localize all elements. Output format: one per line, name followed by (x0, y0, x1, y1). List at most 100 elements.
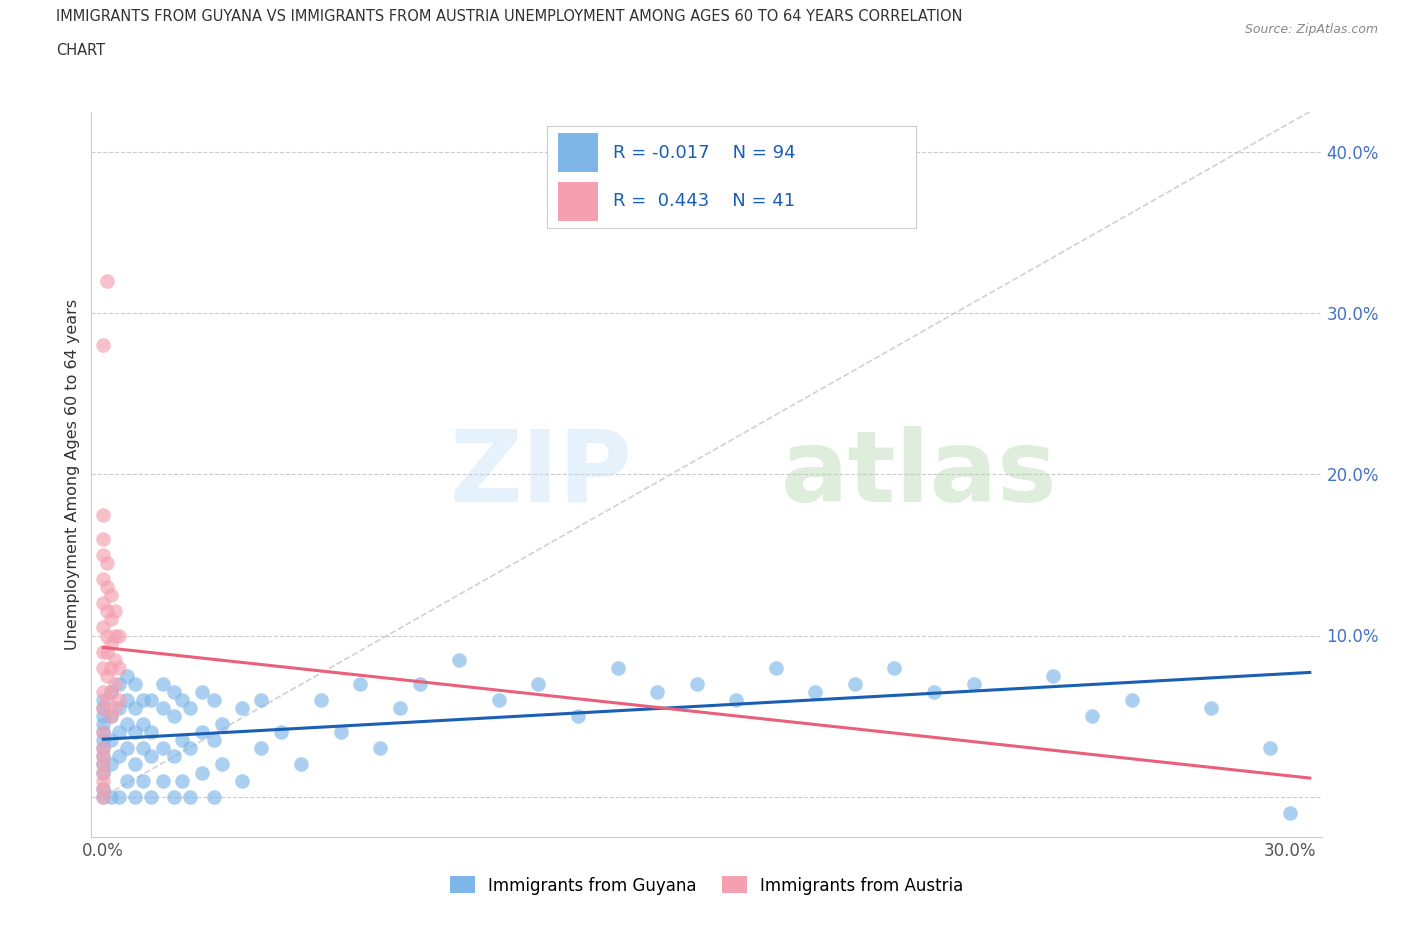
Point (108, 628, 131, 643)
Point (104, 652, 127, 667)
Point (725, 693, 748, 708)
Point (91, 644, 114, 659)
Point (100, 709, 122, 724)
Point (765, 660, 787, 675)
Point (349, 676, 371, 691)
Point (211, 717, 233, 732)
Point (179, 700, 201, 715)
Point (1042, 669, 1064, 684)
Text: CHART: CHART (56, 43, 105, 58)
Point (309, 693, 332, 708)
Point (152, 700, 174, 715)
Point (108, 749, 131, 764)
Point (270, 724, 292, 739)
Point (104, 676, 127, 691)
Point (91, 709, 114, 724)
Point (922, 684, 945, 699)
Point (527, 676, 550, 691)
Point (804, 684, 827, 699)
Point (368, 741, 391, 756)
Point (91, 773, 114, 788)
Y-axis label: Unemployment Among Ages 60 to 64 years: Unemployment Among Ages 60 to 64 years (65, 299, 80, 650)
Point (172, 773, 194, 788)
Point (449, 652, 471, 667)
Point (115, 669, 138, 684)
Point (91, 724, 114, 739)
Point (91, 765, 114, 780)
Point (191, 684, 214, 699)
Point (91, 700, 114, 715)
Point (163, 684, 186, 699)
Point (91, 741, 114, 756)
Point (96, 604, 118, 618)
Point (645, 684, 668, 699)
Point (163, 790, 186, 804)
Point (100, 588, 122, 603)
Point (100, 636, 122, 651)
Point (96, 693, 118, 708)
Point (132, 773, 155, 788)
Point (91, 620, 114, 635)
Point (163, 749, 186, 764)
Point (962, 676, 984, 691)
Point (567, 709, 589, 724)
Point (124, 676, 146, 691)
Point (685, 676, 707, 691)
Text: Source: ZipAtlas.com: Source: ZipAtlas.com (1244, 23, 1378, 36)
Point (883, 660, 905, 675)
Point (191, 765, 214, 780)
Point (100, 709, 122, 724)
Point (91, 741, 114, 756)
Point (211, 757, 233, 772)
Point (115, 693, 138, 708)
Point (250, 693, 273, 708)
Point (91, 548, 114, 563)
Point (152, 676, 174, 691)
Point (108, 790, 131, 804)
Point (100, 660, 122, 675)
Point (96, 644, 118, 659)
Point (108, 700, 131, 715)
Point (132, 741, 155, 756)
Point (1258, 741, 1281, 756)
Point (388, 700, 411, 715)
Point (152, 741, 174, 756)
Point (96, 273, 118, 288)
Point (91, 757, 114, 772)
Point (108, 724, 131, 739)
Point (163, 709, 186, 724)
Text: IMMIGRANTS FROM GUYANA VS IMMIGRANTS FROM AUSTRIA UNEMPLOYMENT AMONG AGES 60 TO : IMMIGRANTS FROM GUYANA VS IMMIGRANTS FRO… (56, 9, 963, 24)
Point (91, 757, 114, 772)
Point (108, 660, 131, 675)
Point (100, 757, 122, 772)
Point (124, 724, 146, 739)
Point (100, 790, 122, 804)
Point (91, 781, 114, 796)
Point (91, 749, 114, 764)
Point (91, 749, 114, 764)
Point (290, 757, 312, 772)
Point (91, 660, 114, 675)
Point (1278, 805, 1301, 820)
Point (488, 693, 510, 708)
Point (91, 596, 114, 611)
Point (115, 717, 138, 732)
Point (1121, 693, 1143, 708)
Point (91, 507, 114, 522)
Point (844, 676, 866, 691)
Point (132, 717, 155, 732)
Point (202, 790, 225, 804)
Point (91, 572, 114, 587)
Point (91, 338, 114, 352)
Point (91, 693, 114, 708)
Legend: Immigrants from Guyana, Immigrants from Austria: Immigrants from Guyana, Immigrants from … (443, 870, 970, 901)
Point (91, 781, 114, 796)
Point (132, 693, 155, 708)
Point (100, 684, 122, 699)
Point (179, 790, 201, 804)
Point (96, 628, 118, 643)
Text: atlas: atlas (780, 426, 1057, 523)
Point (91, 765, 114, 780)
Point (250, 741, 273, 756)
Point (91, 724, 114, 739)
